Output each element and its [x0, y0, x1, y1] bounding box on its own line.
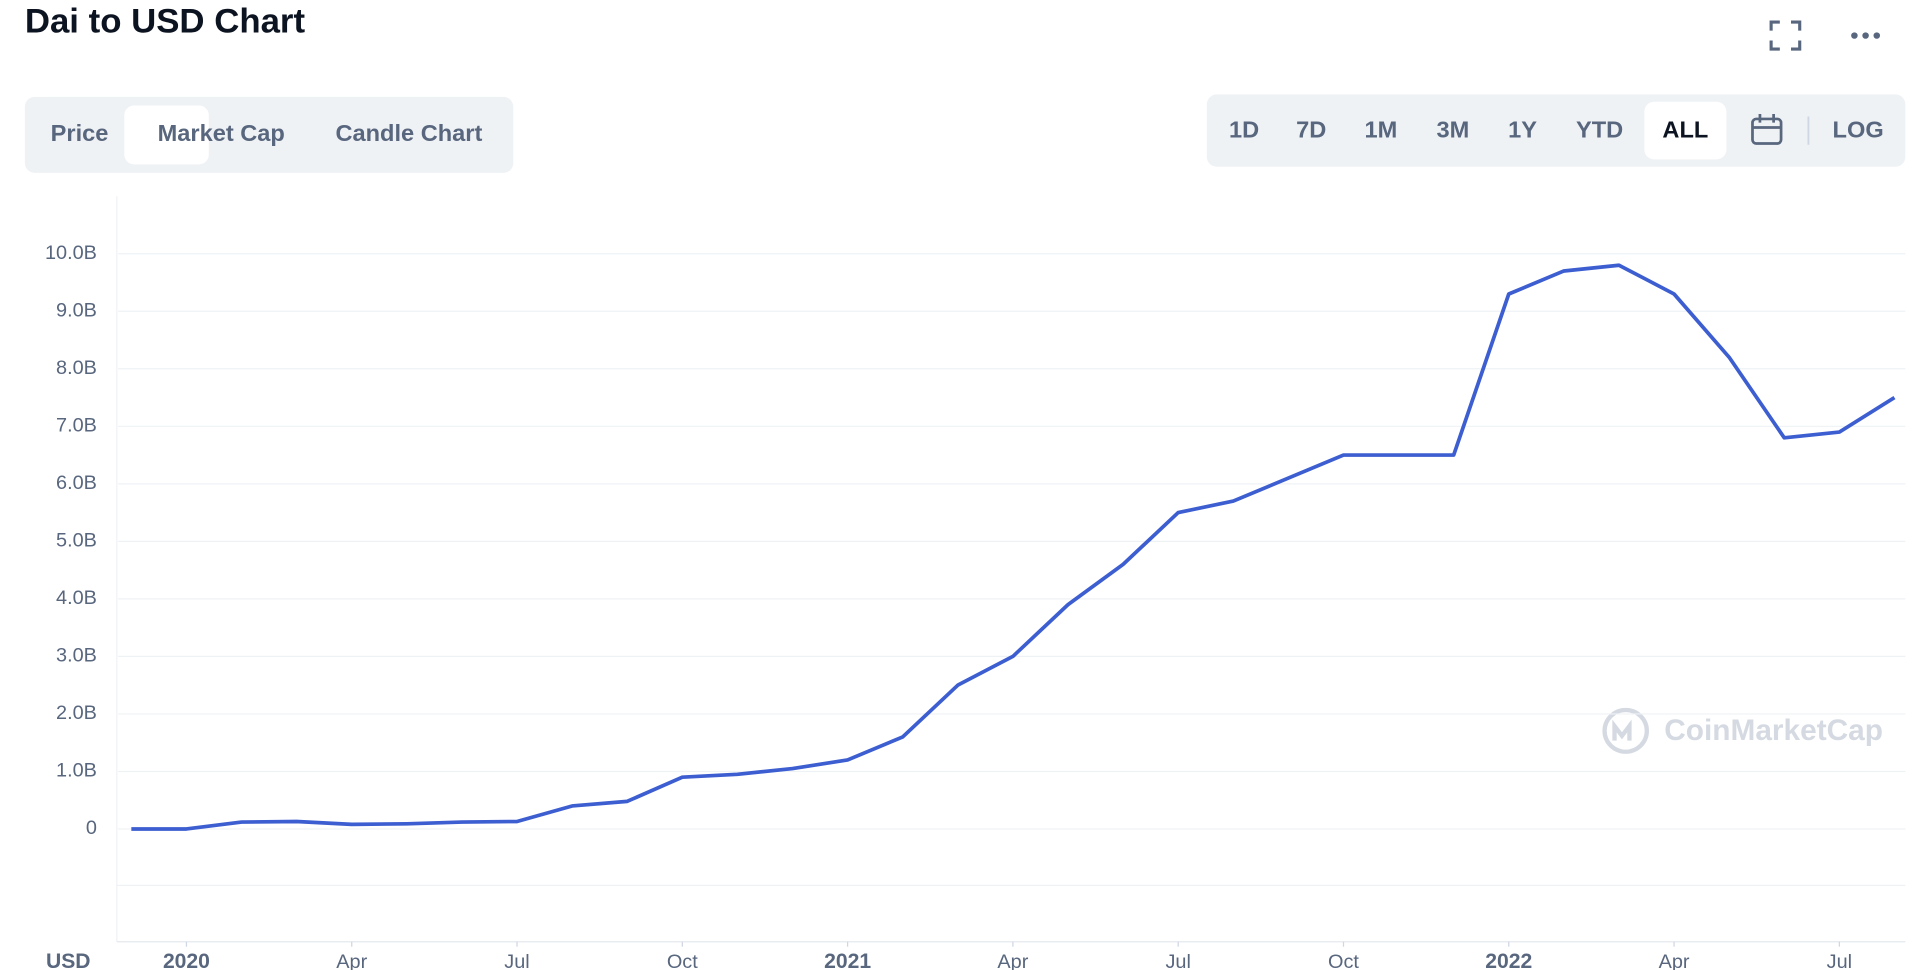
tab[interactable]: Price: [51, 120, 109, 146]
y-tick-label: 10.0B: [45, 242, 97, 264]
y-tick-label: 6.0B: [56, 472, 97, 494]
x-tick-label: Jul: [504, 951, 529, 970]
range-button[interactable]: YTD: [1576, 117, 1623, 143]
y-tick-label: 8.0B: [56, 357, 97, 379]
x-tick-label: 2020: [163, 950, 210, 970]
x-tick-label: Oct: [667, 951, 698, 970]
y-tick-label: 2.0B: [56, 702, 97, 724]
range-selected-bg: [1644, 101, 1727, 160]
x-tick-label: Jul: [1165, 951, 1190, 970]
y-tick-label: 3.0B: [56, 645, 97, 667]
range-button[interactable]: 1M: [1364, 117, 1397, 143]
x-tick-label: Apr: [1659, 951, 1690, 970]
currency-label: USD: [46, 950, 91, 970]
more-icon[interactable]: [1851, 32, 1881, 39]
x-tick-label: Apr: [997, 951, 1028, 970]
y-tick-label: 4.0B: [56, 587, 97, 609]
y-tick-label: 9.0B: [56, 300, 97, 322]
page-title: Dai to USD Chart: [25, 3, 306, 41]
calendar-icon[interactable]: [1751, 114, 1783, 145]
range-button[interactable]: 3M: [1437, 117, 1470, 143]
tab[interactable]: Market Cap: [158, 120, 285, 146]
tab-selected-bg: [124, 105, 209, 165]
tab[interactable]: Candle Chart: [335, 120, 482, 146]
y-tick-label: 7.0B: [56, 415, 97, 437]
range-button[interactable]: LOG: [1833, 117, 1884, 143]
range-button[interactable]: ALL: [1662, 117, 1708, 143]
range-button[interactable]: 7D: [1296, 117, 1326, 143]
y-tick-label: 5.0B: [56, 530, 97, 552]
x-tick-label: 2021: [824, 950, 871, 970]
x-tick-label: 2022: [1485, 950, 1532, 970]
x-tick-label: Apr: [336, 951, 367, 970]
range-group: [1206, 94, 1906, 167]
x-tick-label: Oct: [1328, 951, 1359, 970]
range-button[interactable]: 1Y: [1508, 117, 1537, 143]
x-tick-label: Jul: [1827, 951, 1852, 970]
price-line: [131, 263, 1896, 831]
range-button[interactable]: 1D: [1229, 117, 1259, 143]
y-tick-label: 1.0B: [56, 760, 97, 782]
watermark-logo: [1602, 707, 1650, 754]
watermark: CoinMarketCap: [1664, 714, 1883, 747]
y-tick-label: 0: [86, 817, 97, 839]
fullscreen-icon[interactable]: [1769, 20, 1802, 51]
